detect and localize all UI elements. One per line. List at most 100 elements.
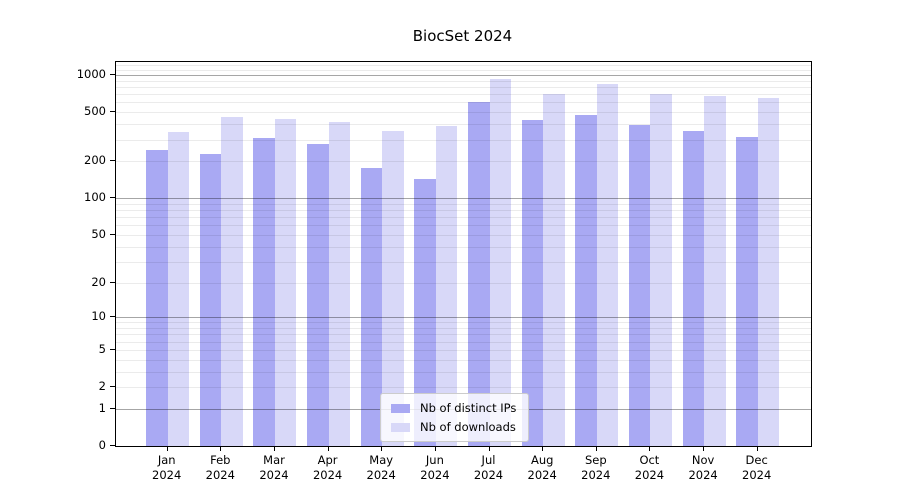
bar-distinct-ips (468, 102, 490, 446)
gridline (116, 371, 811, 373)
y-tick-label: 500 (84, 104, 106, 119)
legend-label: Nb of distinct IPs (420, 401, 517, 415)
x-tick-label: Feb 2024 (205, 453, 235, 482)
x-tick-mark (488, 446, 490, 451)
x-tick-label: Mar 2024 (259, 453, 289, 482)
y-tick-mark (110, 445, 115, 446)
gridline (116, 246, 811, 248)
gridline (116, 65, 811, 67)
x-tick-mark (595, 446, 597, 451)
x-tick-label: Aug 2024 (527, 453, 557, 482)
gridline (116, 69, 811, 71)
x-tick-label: Apr 2024 (312, 453, 343, 482)
x-tick-label: Dec 2024 (742, 453, 772, 482)
plot-area: Nb of distinct IPs Nb of downloads (115, 61, 812, 447)
gridline (116, 317, 811, 319)
bar-distinct-ips (360, 168, 383, 446)
bar-distinct-ips (682, 130, 705, 446)
gridline (116, 102, 811, 104)
x-tick-label: Oct 2024 (634, 453, 665, 482)
legend-label: Nb of downloads (420, 420, 516, 434)
y-tick-label: 50 (91, 226, 106, 241)
bar-downloads (435, 126, 458, 446)
bar-distinct-ips (628, 124, 651, 446)
y-tick-label: 1 (98, 400, 106, 415)
gridline (116, 210, 811, 211)
x-tick-label: Jul 2024 (473, 453, 504, 482)
bar-distinct-ips (199, 153, 222, 446)
bar-distinct-ips (575, 114, 597, 446)
gridline (116, 322, 811, 324)
gridline (116, 198, 811, 200)
legend-swatch (391, 422, 410, 432)
bar-distinct-ips (146, 150, 168, 446)
x-tick-mark (381, 446, 383, 451)
gridline (116, 387, 811, 388)
gridline (116, 234, 811, 236)
y-tick-label: 200 (84, 153, 106, 168)
bar-distinct-ips (253, 138, 275, 446)
bar-downloads (274, 119, 297, 446)
y-tick-label: 20 (91, 274, 106, 289)
bar-downloads (328, 121, 351, 446)
x-tick-label: Sep 2024 (581, 453, 611, 482)
y-tick-mark (110, 111, 115, 113)
bar-distinct-ips (521, 119, 544, 446)
x-tick-label: Jun 2024 (420, 453, 450, 482)
x-tick-label: May 2024 (366, 453, 396, 482)
gridline (116, 80, 811, 82)
gridline (116, 75, 811, 76)
bar-downloads (382, 130, 404, 446)
gridline (116, 261, 811, 263)
y-tick-mark (110, 407, 115, 409)
bar-distinct-ips (307, 143, 329, 446)
x-tick-mark (166, 446, 168, 451)
gridline (116, 112, 811, 114)
bar-downloads (489, 78, 512, 446)
bar-downloads (543, 94, 565, 446)
gridline (116, 349, 811, 351)
bar-downloads (596, 83, 619, 446)
x-tick-mark (327, 446, 329, 451)
gridline (116, 203, 811, 205)
gridline (116, 161, 811, 163)
gridline (116, 124, 811, 126)
y-tick-label: 2 (98, 379, 106, 393)
x-tick-label: Jan 2024 (152, 453, 182, 482)
x-tick-label: Nov 2024 (688, 453, 718, 482)
y-tick-label: 1000 (76, 67, 106, 81)
x-tick-mark (649, 446, 651, 451)
y-tick-label: 10 (91, 309, 106, 324)
gridline (116, 334, 811, 336)
x-tick-mark (434, 446, 436, 451)
y-tick-mark (110, 74, 115, 75)
legend-swatch (391, 403, 410, 413)
y-tick-mark (110, 197, 115, 199)
gridline (116, 328, 811, 329)
bar-downloads (704, 95, 726, 446)
legend-item: Nb of distinct IPs (391, 401, 516, 415)
gridline (116, 94, 811, 96)
gridline (116, 225, 811, 227)
bar-downloads (757, 98, 780, 446)
bar-downloads (221, 116, 243, 446)
y-tick-label: 100 (84, 190, 106, 205)
x-tick-mark (274, 446, 275, 451)
legend: Nb of distinct IPs Nb of downloads (380, 393, 530, 442)
x-tick-mark (542, 446, 544, 451)
x-tick-mark (220, 446, 222, 451)
y-tick-label: 5 (98, 341, 106, 356)
bar-distinct-ips (736, 137, 758, 446)
bar-downloads (167, 131, 190, 446)
chart-title: BiocSet 2024 (412, 27, 513, 45)
gridline (116, 282, 811, 284)
y-tick-mark (110, 233, 115, 235)
y-tick-mark (110, 348, 115, 350)
x-tick-mark (703, 446, 705, 451)
gridline (116, 139, 811, 141)
y-tick-mark (110, 386, 115, 387)
y-tick-mark (110, 160, 115, 162)
gridline (116, 341, 811, 343)
x-tick-mark (756, 446, 758, 451)
legend-item: Nb of downloads (391, 420, 516, 434)
